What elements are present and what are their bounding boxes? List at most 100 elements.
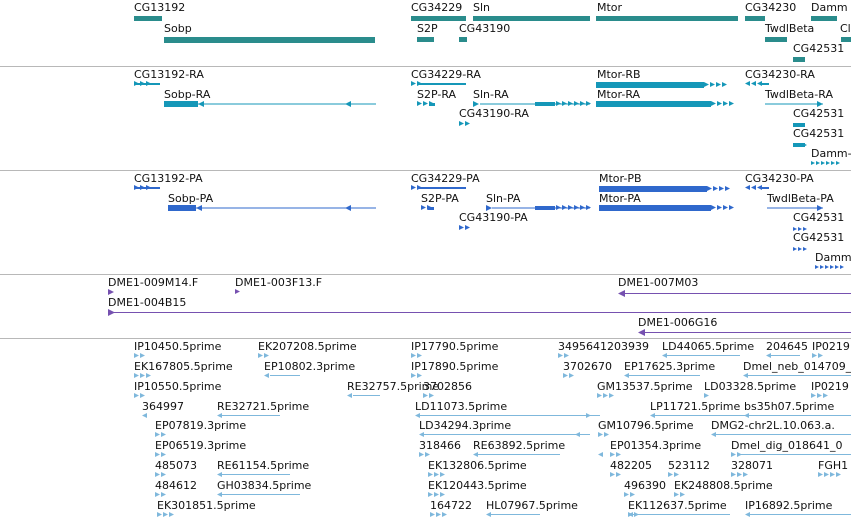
- est-label[interactable]: FGH1: [818, 459, 849, 472]
- strand-arrow[interactable]: [465, 121, 470, 126]
- est-label[interactable]: GM10796.5prime: [598, 419, 694, 432]
- est-label[interactable]: 3702670: [563, 360, 612, 373]
- gene-label[interactable]: Damm: [811, 1, 848, 14]
- est-label[interactable]: 3702856: [423, 380, 472, 393]
- strand-arrow[interactable]: [835, 265, 839, 269]
- strand-arrow[interactable]: [134, 393, 139, 398]
- strand-arrow[interactable]: [563, 373, 568, 378]
- strand-arrow[interactable]: [737, 472, 742, 477]
- strand-arrow[interactable]: [650, 413, 655, 418]
- strand-arrow[interactable]: [609, 393, 614, 398]
- transcript-label[interactable]: CG34230-RA: [745, 68, 815, 81]
- feature-glyph[interactable]: [418, 187, 466, 189]
- strand-arrow[interactable]: [825, 265, 829, 269]
- strand-arrow[interactable]: [704, 393, 709, 398]
- est-label[interactable]: IP0219: [812, 340, 850, 353]
- transcript-label[interactable]: Mtor-RB: [597, 68, 641, 81]
- strand-arrow[interactable]: [624, 492, 629, 497]
- est-label[interactable]: EK167805.5prime: [134, 360, 233, 373]
- feature-glyph[interactable]: [459, 37, 467, 42]
- feature-glyph[interactable]: [811, 16, 837, 21]
- strand-arrow[interactable]: [757, 81, 762, 86]
- transcript-label[interactable]: CG34229-RA: [411, 68, 481, 81]
- strand-arrow[interactable]: [562, 205, 567, 210]
- gene-label[interactable]: S2P: [417, 22, 438, 35]
- strand-arrow[interactable]: [586, 413, 591, 418]
- strand-arrow[interactable]: [486, 205, 492, 211]
- est-label[interactable]: bs35h07.5prime: [744, 400, 835, 413]
- est-label[interactable]: HL07967.5prime: [486, 499, 578, 512]
- est-label[interactable]: RE32721.5prime: [217, 400, 310, 413]
- strand-arrow[interactable]: [140, 353, 145, 358]
- protein-label[interactable]: CG42531: [793, 211, 845, 224]
- transcript-label[interactable]: CG42531: [793, 107, 845, 120]
- est-label[interactable]: 482205: [610, 459, 652, 472]
- est-label[interactable]: 364997: [142, 400, 184, 413]
- protein-label[interactable]: Mtor-PB: [599, 172, 642, 185]
- protein-label[interactable]: S2P-PA: [421, 192, 459, 205]
- strand-arrow[interactable]: [745, 81, 750, 86]
- feature-glyph[interactable]: [164, 101, 198, 107]
- feature-glyph[interactable]: [793, 57, 805, 62]
- gene-label[interactable]: CG34230: [745, 1, 797, 14]
- strand-arrow[interactable]: [616, 452, 621, 457]
- transcript-label[interactable]: Mtor-RA: [597, 88, 641, 101]
- strand-arrow[interactable]: [713, 186, 718, 191]
- strand-arrow[interactable]: [711, 432, 716, 437]
- strand-arrow[interactable]: [155, 472, 160, 477]
- feature-glyph[interactable]: [168, 205, 196, 211]
- bac-label[interactable]: DME1-007M03: [618, 276, 699, 289]
- strand-arrow[interactable]: [556, 101, 561, 106]
- strand-arrow[interactable]: [716, 82, 721, 87]
- est-label[interactable]: EP17625.3prime: [624, 360, 716, 373]
- gene-label[interactable]: Mtor: [597, 1, 623, 14]
- feature-glyph[interactable]: [596, 82, 704, 88]
- strand-arrow[interactable]: [815, 265, 819, 269]
- strand-arrow[interactable]: [417, 373, 422, 378]
- est-label[interactable]: 3495641203939: [558, 340, 649, 353]
- strand-arrow[interactable]: [729, 205, 734, 210]
- est-label[interactable]: LP11721.5prime: [650, 400, 741, 413]
- strand-arrow[interactable]: [459, 121, 464, 126]
- strand-arrow[interactable]: [345, 205, 351, 211]
- strand-arrow[interactable]: [473, 452, 478, 457]
- strand-arrow[interactable]: [598, 452, 603, 457]
- strand-arrow[interactable]: [680, 492, 685, 497]
- bac-label[interactable]: DME1-009M14.F: [108, 276, 199, 289]
- strand-arrow[interactable]: [820, 265, 824, 269]
- strand-arrow[interactable]: [830, 265, 834, 269]
- strand-arrow[interactable]: [430, 512, 435, 517]
- feature-glyph[interactable]: [473, 16, 590, 21]
- protein-label[interactable]: CG42531: [793, 231, 845, 244]
- strand-arrow[interactable]: [803, 227, 807, 231]
- strand-arrow[interactable]: [610, 472, 615, 477]
- strand-arrow[interactable]: [161, 432, 166, 437]
- strand-arrow[interactable]: [558, 353, 563, 358]
- strand-arrow[interactable]: [830, 472, 835, 477]
- strand-arrow[interactable]: [417, 101, 422, 106]
- est-label[interactable]: IP17790.5prime: [411, 340, 499, 353]
- protein-label[interactable]: CG34229-PA: [411, 172, 480, 185]
- feature-glyph[interactable]: [761, 187, 769, 189]
- strand-arrow[interactable]: [429, 393, 434, 398]
- strand-arrow[interactable]: [707, 186, 712, 191]
- gene-label[interactable]: CG34229: [411, 1, 463, 14]
- est-label[interactable]: EK120443.5prime: [428, 479, 527, 492]
- strand-arrow[interactable]: [831, 161, 835, 165]
- strand-arrow[interactable]: [824, 472, 829, 477]
- strand-arrow[interactable]: [161, 492, 166, 497]
- strand-arrow[interactable]: [816, 161, 820, 165]
- strand-arrow[interactable]: [562, 101, 567, 106]
- strand-arrow[interactable]: [264, 373, 269, 378]
- feature-glyph[interactable]: [596, 101, 711, 107]
- est-label[interactable]: LD03328.5prime: [704, 380, 797, 393]
- strand-arrow[interactable]: [411, 373, 416, 378]
- strand-arrow[interactable]: [674, 492, 679, 497]
- transcript-label[interactable]: Sln-RA: [473, 88, 509, 101]
- transcript-label[interactable]: Damm-: [811, 147, 851, 160]
- strand-arrow[interactable]: [624, 373, 629, 378]
- strand-arrow[interactable]: [411, 81, 416, 86]
- protein-label[interactable]: Sobp-PA: [168, 192, 214, 205]
- strand-arrow[interactable]: [459, 225, 464, 230]
- strand-arrow[interactable]: [751, 81, 756, 86]
